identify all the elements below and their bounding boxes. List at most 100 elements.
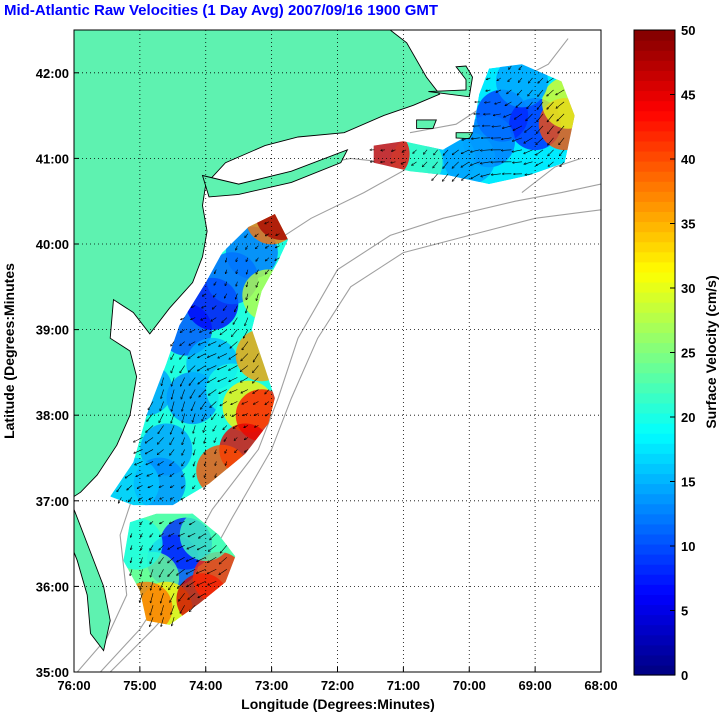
velocity-arrow — [180, 365, 185, 373]
velocity-arrow — [433, 161, 438, 168]
velocity-arrow — [512, 137, 523, 141]
colorbar-band — [634, 604, 675, 616]
velocity-arrow — [243, 329, 249, 338]
colorbar-band — [634, 231, 675, 243]
velocity-arrow — [194, 449, 196, 454]
velocity-arrow — [148, 401, 154, 410]
colorbar-band — [634, 140, 675, 152]
velocity-arrow — [538, 77, 544, 83]
velocity-arrow — [256, 257, 259, 261]
velocity-arrow — [209, 545, 217, 551]
velocity-arrow — [150, 605, 154, 615]
velocity-arrow — [556, 101, 565, 108]
velocity-arrow — [236, 257, 237, 262]
y-tick-label: 40:00 — [36, 237, 69, 252]
velocity-arrow — [202, 413, 207, 420]
velocity-arrow — [242, 341, 249, 350]
colorbar-band — [634, 533, 675, 545]
velocity-arrow — [226, 257, 227, 262]
velocity-arrow — [168, 545, 175, 549]
velocity-arrow — [486, 90, 491, 91]
colorbar-tick-label: 15 — [681, 475, 695, 490]
colorbar-tick-label: 50 — [681, 23, 695, 38]
velocity-arrow — [265, 401, 270, 405]
colorbar-band — [634, 342, 675, 354]
velocity-arrow — [236, 281, 237, 286]
colorbar-band — [634, 513, 675, 525]
velocity-arrow — [242, 401, 249, 405]
colorbar-tick-label: 25 — [681, 346, 695, 361]
velocity-arrow — [226, 269, 227, 274]
colorbar-band — [634, 261, 675, 273]
velocity-arrow — [151, 593, 154, 602]
colorbar-band — [634, 644, 675, 656]
velocity-arrow — [432, 173, 438, 180]
velocity-arrow — [180, 329, 185, 333]
velocity-arrow — [222, 317, 228, 323]
velocity-arrow — [219, 341, 227, 347]
velocity-arrow — [256, 293, 259, 301]
velocity-arrow — [177, 557, 185, 562]
velocity-arrow — [556, 89, 565, 95]
velocity-arrow — [235, 305, 238, 312]
velocity-arrow — [452, 149, 459, 155]
velocity-arrow — [117, 485, 122, 491]
colorbar-tick-label: 30 — [681, 281, 695, 296]
velocity-arrow — [538, 89, 544, 96]
velocity-arrow — [256, 281, 259, 287]
colorbar-band — [634, 382, 675, 394]
velocity-arrow — [214, 269, 217, 274]
land-cape-cod — [428, 65, 473, 98]
velocity-arrow — [215, 449, 216, 453]
velocity-arrow — [507, 89, 512, 94]
velocity-arrow — [234, 437, 238, 440]
velocity-arrow — [178, 533, 185, 536]
velocity-arrow — [147, 413, 154, 421]
velocity-arrow — [244, 425, 249, 427]
velocity-arrow — [422, 161, 428, 167]
velocity-arrow — [230, 389, 238, 393]
velocity-arrow — [253, 377, 259, 383]
velocity-arrow — [170, 473, 175, 476]
colorbar-band — [634, 30, 675, 41]
land-nantucket — [455, 132, 474, 140]
colorbar-band — [634, 624, 675, 636]
x-tick-label: 71:00 — [387, 678, 420, 693]
colorbar-band — [634, 40, 675, 51]
velocity-arrow — [159, 473, 164, 476]
colorbar-band — [634, 654, 675, 666]
velocity-arrow — [219, 569, 227, 574]
colorbar-band — [634, 50, 675, 61]
velocity-arrow — [241, 353, 249, 361]
y-tick-label: 42:00 — [36, 66, 69, 81]
velocity-arrow — [169, 533, 175, 536]
colorbar-band — [634, 584, 675, 595]
velocity-arrow — [229, 377, 238, 382]
velocity-arrow — [536, 161, 544, 166]
velocity-arrow — [391, 162, 396, 163]
velocity-arrow — [193, 485, 196, 488]
velocity-arrow — [495, 101, 501, 104]
colorbar: 0 5 10 15 20 25 30 35 40 45 50 Surface Velocity (c… — [633, 23, 719, 683]
velocity-arrow — [141, 557, 143, 563]
velocity-arrow — [452, 161, 459, 168]
velocity-arrow — [193, 437, 196, 443]
velocity-arrow — [146, 461, 154, 464]
y-tick-label: 38:00 — [36, 408, 69, 423]
velocity-arrow — [186, 569, 196, 574]
velocity-arrow — [134, 449, 143, 453]
velocity-arrow — [182, 425, 185, 433]
velocity-arrow — [172, 617, 175, 625]
velocity-arrow — [147, 473, 154, 476]
velocity-arrow — [160, 497, 164, 499]
velocity-arrow — [222, 413, 228, 417]
colorbar-band — [634, 312, 675, 323]
velocity-arrow — [190, 605, 196, 611]
y-axis-label: Latitude (Degrees:Minutes — [1, 263, 17, 439]
velocity-arrow — [180, 605, 185, 613]
velocity-arrow — [197, 569, 206, 573]
velocity-arrow — [159, 533, 164, 536]
colorbar-band — [634, 574, 675, 585]
velocity-arrow — [504, 113, 512, 117]
velocity-arrow — [547, 77, 554, 83]
